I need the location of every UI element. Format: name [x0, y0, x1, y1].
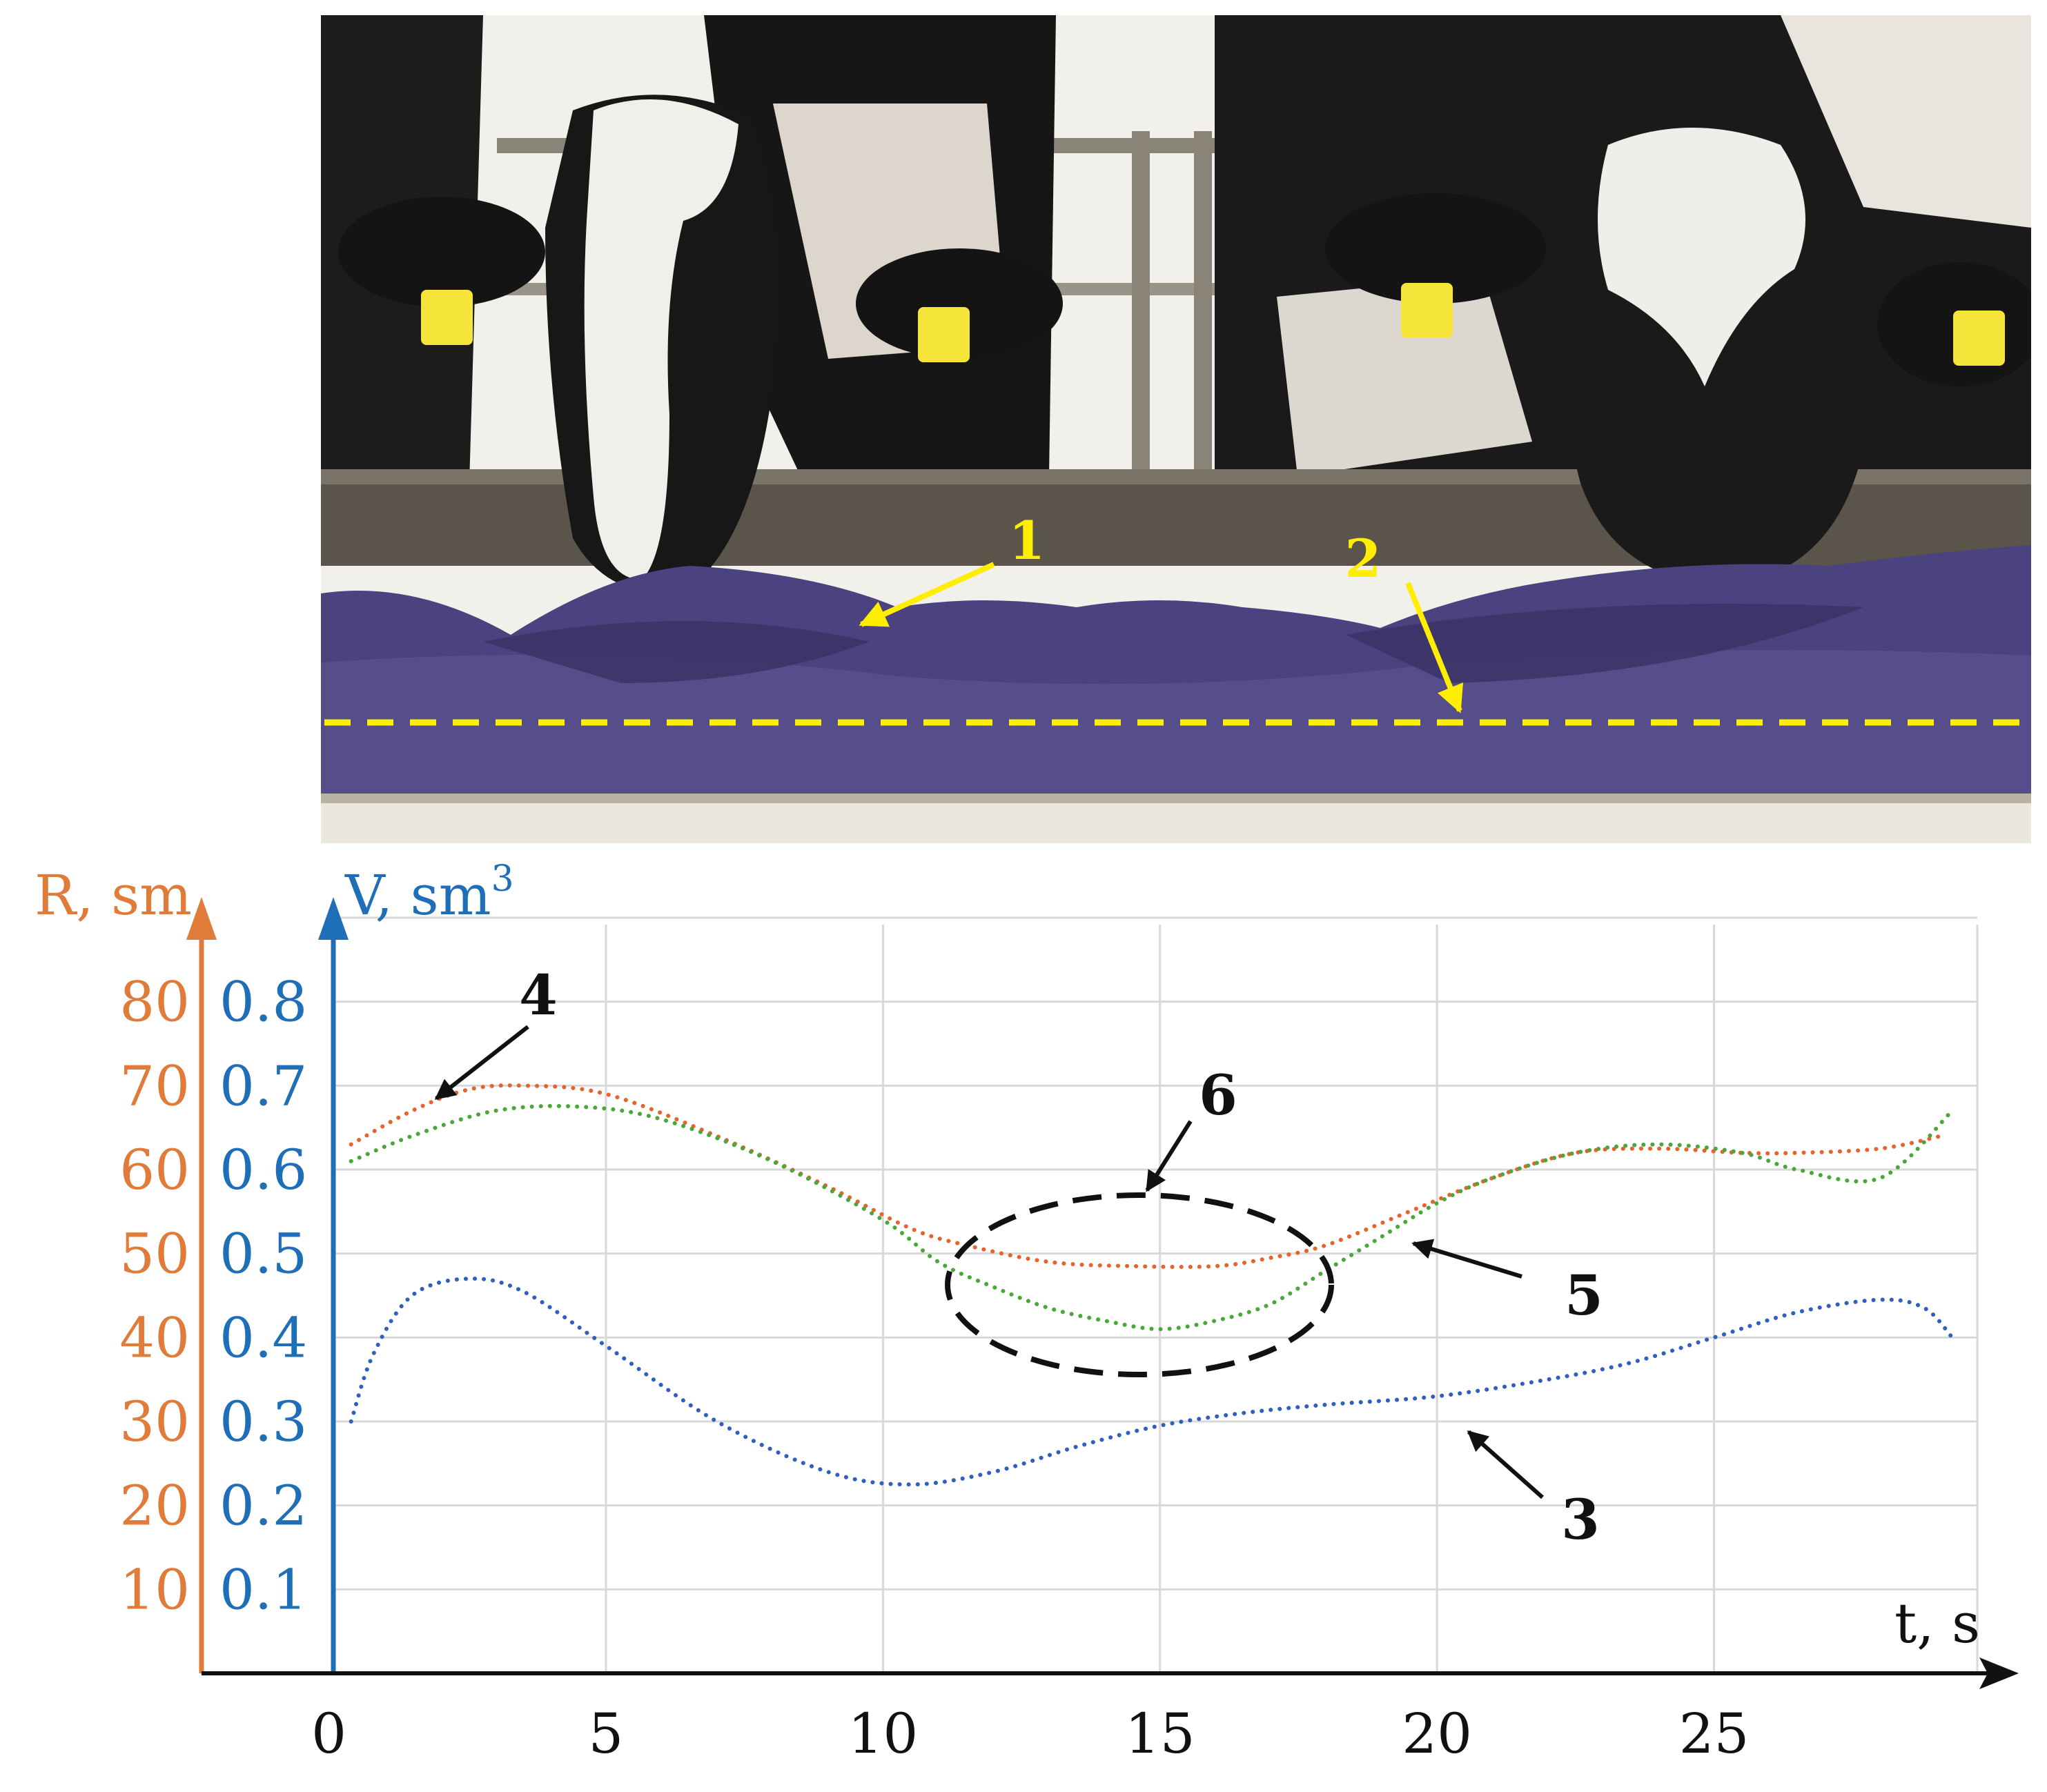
cow-body-right-white [1781, 15, 2031, 228]
callout-4-arrow [434, 1025, 529, 1101]
ear-tag [1953, 311, 2005, 366]
chart-ticks: 0 5 10 15 20 25 10 20 30 40 50 60 70 80 0.1 0.2 0.3 0.4 0.… [119, 970, 1749, 1766]
cow-body-right-white [1277, 276, 1532, 476]
feed-heap-texture [321, 650, 2031, 794]
x-tick-label: 15 [1125, 1702, 1195, 1766]
series-line-V-green [349, 1103, 1955, 1332]
cow-ear-right [1325, 193, 1546, 304]
callout-6-ellipse [945, 1192, 1334, 1377]
v-tick-label: 0.3 [219, 1390, 307, 1454]
cow-ear-left [338, 197, 545, 307]
callout-3-label: 3 [1561, 1487, 1600, 1552]
v-axis-title: V, sm3 [344, 858, 514, 927]
feed-heap-dark [483, 621, 870, 683]
v-tick-label: 0.1 [219, 1557, 307, 1622]
r-tick-label: 10 [119, 1557, 190, 1622]
r-tick-label: 70 [119, 1054, 190, 1118]
chart-series [349, 1083, 1955, 1487]
callout-1-arrow [859, 562, 995, 627]
v-tick-label: 0.7 [219, 1054, 307, 1118]
cow-face-right-white [1598, 128, 1805, 386]
barn-post [1132, 131, 1150, 490]
callout-2-label: 2 [1345, 528, 1382, 589]
cow-ear-left-2 [856, 248, 1063, 359]
cow-face-left-white [584, 99, 738, 580]
callout-4-label: 4 [519, 963, 558, 1027]
t-axis-arrowhead [1979, 1657, 2019, 1689]
x-tick-label: 0 [311, 1702, 346, 1766]
ear-tag [421, 290, 473, 345]
callout-5-label: 5 [1565, 1263, 1603, 1328]
ear-tag [918, 307, 970, 362]
v-axis-title-prefix: V, [344, 863, 411, 927]
v-tick-label: 0.4 [219, 1306, 307, 1370]
chart-grid [333, 916, 1979, 1673]
feed-bunk-photo: 1 2 [321, 15, 2031, 843]
x-tick-label: 10 [848, 1702, 918, 1766]
feed-bunk-edge-shadow [321, 794, 2031, 803]
r-tick-label: 30 [119, 1390, 190, 1454]
v-axis-title-unit: sm [411, 863, 491, 927]
r-tick-label: 40 [119, 1306, 190, 1370]
v-axis-title-sup: 3 [491, 858, 514, 900]
r-axis-title: R, sm [35, 863, 192, 927]
callout-6-arrow [1145, 1120, 1193, 1192]
x-tick-label: 20 [1402, 1702, 1472, 1766]
r-tick-label: 50 [119, 1222, 190, 1286]
ear-tag [1401, 283, 1453, 338]
t-axis-title: t, s [1894, 1591, 1980, 1655]
series-line-R [349, 1083, 1943, 1270]
r-tick-label: 60 [119, 1138, 190, 1202]
x-tick-label: 5 [589, 1702, 624, 1766]
r-tick-label: 20 [119, 1474, 190, 1538]
barn-post [1194, 131, 1212, 490]
callout-6-label: 6 [1199, 1063, 1237, 1128]
callout-3-arrow [1467, 1430, 1544, 1499]
r-axis-title-unit: sm [111, 863, 192, 927]
feed-heap-dark [1346, 604, 1863, 683]
callout-5-arrow [1411, 1239, 1522, 1279]
chart: 0 5 10 15 20 25 10 20 30 40 50 60 70 80 0.1 0.2 0.3 0.4 0.… [35, 858, 2019, 1766]
v-tick-label: 0.6 [219, 1138, 307, 1202]
r-axis-title-prefix: R, [35, 863, 111, 927]
v-axis-arrowhead [318, 897, 349, 940]
v-tick-label: 0.8 [219, 970, 307, 1034]
series-line-V-blue [349, 1277, 1955, 1487]
callout-2-arrow [1405, 582, 1464, 713]
v-tick-label: 0.2 [219, 1474, 307, 1538]
v-tick-label: 0.5 [219, 1222, 307, 1286]
r-tick-label: 80 [119, 970, 190, 1034]
callout-1-label: 1 [1009, 510, 1046, 571]
x-tick-label: 25 [1679, 1702, 1750, 1766]
r-axis-arrowhead [186, 897, 217, 940]
